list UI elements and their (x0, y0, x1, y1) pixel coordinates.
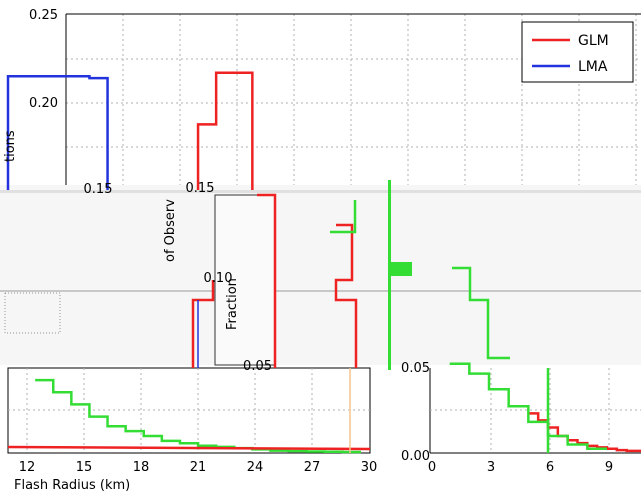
series-fragment-red (191, 280, 215, 368)
lower-right-grid (430, 368, 641, 453)
x-tick-label: 9 (605, 460, 613, 475)
main-y-ticks: 0.25 0.20 (29, 8, 58, 111)
x-tick-label: 18 (133, 460, 150, 475)
x-tick-label: 21 (190, 460, 207, 475)
series-fragment-green (452, 266, 510, 360)
y-tick-label: 0.20 (29, 96, 58, 111)
series-fragment-red (334, 223, 358, 368)
series-fragment-red (257, 193, 277, 368)
x-tick-label: 30 (361, 460, 378, 475)
x-tick-label: 15 (76, 460, 93, 475)
series-line-lma (6, 75, 109, 190)
legend: GLM LMA (521, 21, 634, 83)
y-axis-label: tions (3, 130, 18, 162)
x-axis-label: Flash Radius (km) (14, 478, 130, 493)
x-tick-label: 3 (487, 460, 495, 475)
y-tick-label: 0.15 (84, 182, 113, 197)
series-line-green-left (35, 378, 361, 454)
series-line-glm (196, 71, 254, 190)
lower-left-panel (7, 367, 371, 454)
main-grid (66, 14, 641, 190)
y-axis-label-observ: of Observ (163, 199, 178, 262)
x-tick-label: 12 (19, 460, 36, 475)
y-tick-label: 0.00 (401, 449, 430, 464)
y-tick-label: 0.05 (401, 361, 430, 376)
series-layer (6, 71, 641, 454)
x-tick-label: 27 (304, 460, 321, 475)
glitch-band (0, 180, 641, 370)
x-tick-label: 24 (247, 460, 264, 475)
y-tick-label: 0.10 (204, 271, 233, 286)
right-y-ticks: 0.00 0.05 0.05 0.10 0.15 0.15 (84, 181, 430, 464)
series-fragment-green (330, 200, 357, 234)
legend-label-glm: GLM (578, 33, 609, 49)
x-tick-label: 0 (428, 460, 436, 475)
left-x-ticks: 12 15 18 21 24 27 30 (19, 460, 378, 475)
series-line-red-left (7, 445, 371, 451)
lower-left-grid (8, 368, 370, 453)
legend-label-lma: LMA (578, 59, 608, 75)
y-tick-label: 0.25 (29, 8, 58, 23)
y-tick-label: 0.15 (186, 181, 215, 196)
x-tick-label: 6 (546, 460, 554, 475)
right-x-ticks: 0 3 6 9 (428, 460, 613, 475)
y-axis-label-fraction: Fraction (225, 278, 240, 330)
lower-right-panel (429, 368, 641, 454)
series-line-green-right (449, 362, 607, 450)
legend-box (521, 21, 634, 83)
y-tick-label: 0.05 (243, 359, 272, 374)
